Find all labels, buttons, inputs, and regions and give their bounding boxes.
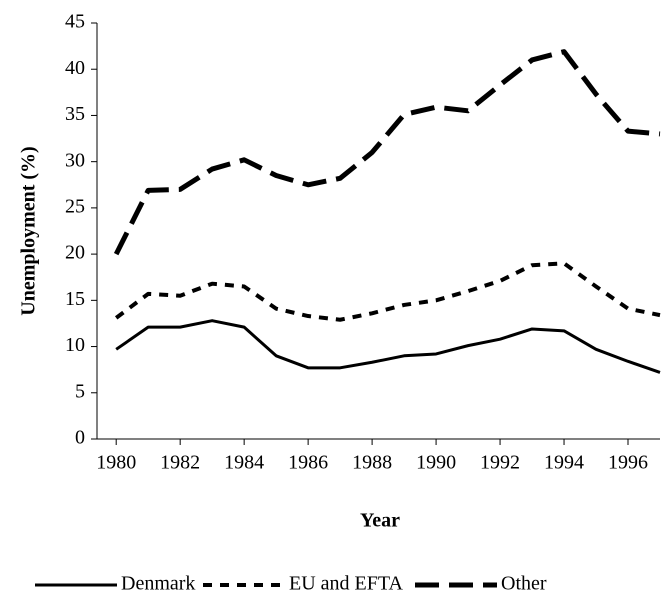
- y-tick-label: 25: [65, 195, 85, 217]
- x-tick-label: 1984: [224, 452, 264, 474]
- y-tick-label: 40: [65, 57, 85, 79]
- x-tick-label: 1982: [160, 452, 200, 474]
- x-tick-label: 1980: [96, 452, 136, 474]
- x-tick-label: 1994: [544, 452, 584, 474]
- y-tick-label: 5: [75, 380, 85, 402]
- x-tick-label: 1996: [608, 452, 648, 474]
- y-tick-label: 0: [75, 427, 85, 449]
- series-line: [113, 49, 661, 256]
- y-tick-label: 10: [65, 334, 85, 356]
- legend-label: EU and EFTA: [289, 573, 403, 595]
- y-axis-label: Unemployment (%): [18, 146, 40, 315]
- x-tick-label: 1986: [288, 452, 328, 474]
- x-axis-label: Year: [360, 510, 400, 532]
- x-tick-label: 1990: [416, 452, 456, 474]
- x-tick-label: 1992: [480, 452, 520, 474]
- y-tick-label: 15: [65, 288, 85, 310]
- x-tick-label: 1988: [352, 452, 392, 474]
- series-line: [114, 261, 661, 322]
- y-tick-label: 35: [65, 103, 85, 125]
- y-tick-label: 45: [65, 11, 85, 33]
- legend-label: Other: [501, 573, 547, 595]
- series-line: [115, 319, 661, 374]
- legend-label: Denmark: [121, 573, 195, 595]
- y-tick-label: 20: [65, 242, 85, 264]
- y-tick-label: 30: [65, 149, 85, 171]
